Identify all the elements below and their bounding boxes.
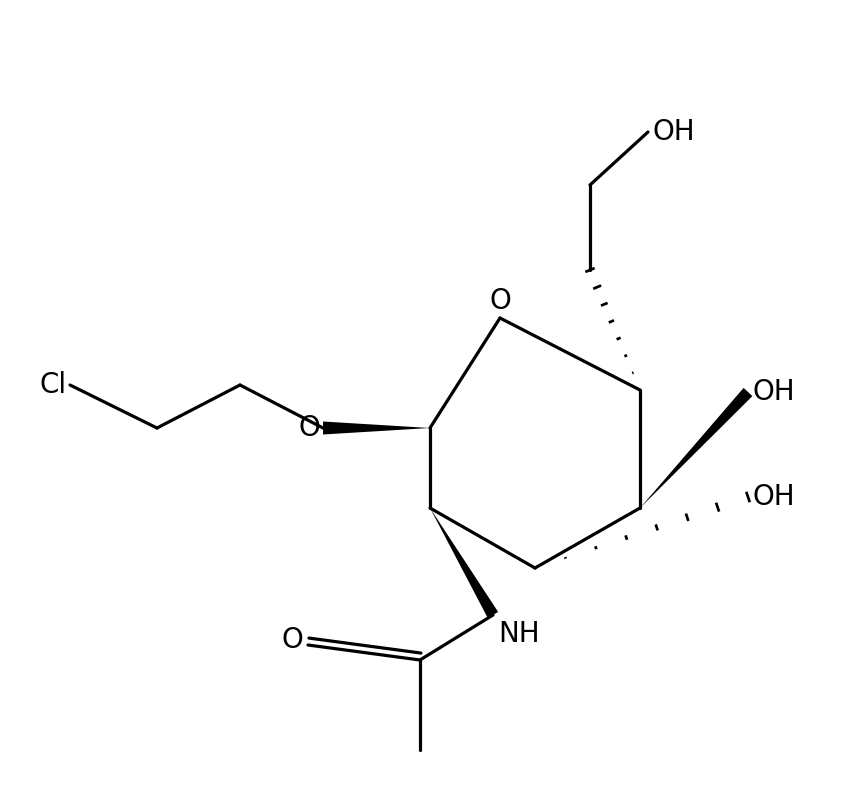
Text: OH: OH [653, 118, 696, 146]
Polygon shape [430, 508, 498, 618]
Text: O: O [298, 414, 320, 442]
Text: O: O [282, 626, 303, 654]
Text: NH: NH [498, 620, 539, 648]
Text: OH: OH [753, 483, 795, 511]
Text: O: O [489, 287, 511, 315]
Polygon shape [640, 388, 752, 508]
Text: Cl: Cl [40, 371, 67, 399]
Text: OH: OH [753, 378, 795, 406]
Polygon shape [323, 421, 430, 435]
